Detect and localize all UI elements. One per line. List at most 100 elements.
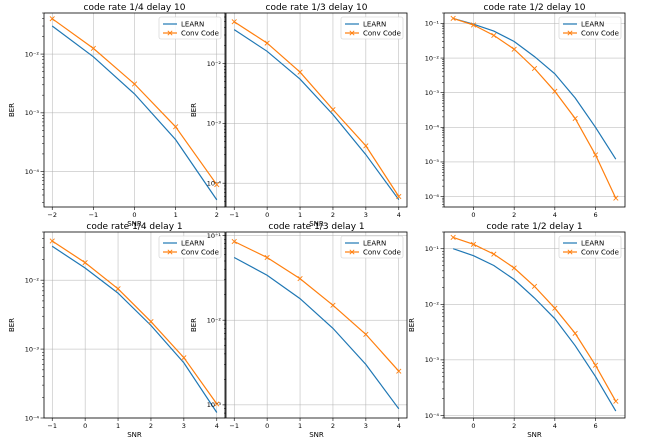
series-line-learn [51,245,218,413]
axes-frame [443,231,626,419]
x-axis-label: SNR [527,431,542,439]
data-point-conv [396,368,402,374]
axes-frame [225,231,408,419]
tick-label-y: 10⁻² [425,54,440,62]
data-point-conv [572,115,578,122]
tick-label-x: 1 [298,211,302,219]
tick-label-x: 4 [553,422,557,430]
series-line-conv [51,240,218,405]
legend-marker [167,30,173,36]
legend-label: Conv Code [581,29,619,37]
series-line-conv [233,21,400,197]
data-point-conv [297,275,303,282]
y-axis-label: BER [8,318,16,332]
data-point-conv [592,152,599,158]
tick-label-y: 10⁻¹ [207,232,222,240]
data-point-conv [491,32,497,39]
data-point-conv [363,331,369,337]
data-point-conv [531,283,538,290]
subplot-4: −1 0 1 2 3 4 10⁻⁴ 10⁻³ 10⁻² code rate 1/4 delay 1… [8,222,226,439]
tick-label-x: 0 [471,422,475,430]
tick-label-y: 10⁻² [425,301,440,309]
legend-label: Conv Code [363,248,401,256]
legend-label: Conv Code [363,29,401,37]
data-point-conv [396,193,402,200]
data-point-conv [552,305,558,311]
data-point-conv [148,319,154,325]
subplot-2: −1 0 1 2 3 4 10⁻⁴ 10⁻³ 10⁻² code rate 1/3 delay 1… [190,3,408,228]
data-point-conv [450,15,456,21]
subplot-1: −2 −1 0 1 2 10⁻⁴ 10⁻³ 10⁻² code rate 1/4 delay 1… [8,3,226,228]
tick-label-x: 1 [174,211,178,219]
tick-label-x: 6 [593,422,597,430]
tick-label-x: 0 [265,211,269,219]
legend-marker [567,30,573,36]
data-point-conv [264,254,270,261]
data-point-conv [115,286,121,292]
tick-label-x: 2 [331,422,335,430]
data-point-conv [264,40,270,46]
legend-label: Conv Code [581,248,619,256]
tick-label-y: 10⁻³ [425,89,440,97]
data-point-conv [214,182,220,188]
series-line-learn [233,29,400,201]
legend-label: LEARN [581,239,604,247]
tick-label-x: 4 [397,422,401,430]
data-point-conv [491,251,497,257]
series-line-conv [453,236,617,402]
tick-label-y: 10⁻² [207,316,222,324]
x-axis-label: SNR [309,431,324,439]
tick-label-y: 10⁻¹ [425,245,440,253]
data-point-conv [231,19,237,25]
axes-frame [443,12,626,208]
tick-label-x: 1 [116,422,120,430]
tick-label-y: 10⁻⁴ [25,168,40,176]
tick-label-x: 3 [364,211,368,219]
tick-label-y: 10⁻⁵ [425,158,440,166]
tick-label-y: 10⁻³ [207,120,222,128]
tick-label-y: 10⁻² [207,60,222,68]
legend-label: Conv Code [181,29,219,37]
tick-label-x: 0 [83,422,87,430]
tick-label-x: 6 [593,211,597,219]
tick-label-x: 2 [331,211,335,219]
y-axis-label: BER [8,103,16,117]
tick-label-y: 10⁻² [25,276,40,284]
tick-label-y: 10⁻³ [207,401,222,409]
data-point-conv [613,195,619,201]
tick-label-x: 2 [512,422,516,430]
data-point-conv [49,16,55,22]
data-point-conv [470,241,477,247]
chart-title: code rate 1/2 delay 10 [484,3,586,13]
data-point-conv [82,259,88,266]
axes-frame [225,12,408,208]
series-line-conv [453,17,617,199]
data-point-conv [231,238,237,245]
series-line-learn [233,256,400,410]
data-point-conv [511,46,517,52]
tick-label-y: 10⁻³ [425,356,440,364]
data-point-conv [511,265,517,271]
data-point-conv [552,88,558,94]
x-axis-label: SNR [309,220,324,228]
tick-label-y: 10⁻⁴ [425,124,440,132]
tick-label-x: 2 [149,422,153,430]
chart-title: code rate 1/4 delay 10 [84,3,186,13]
data-point-conv [363,143,369,149]
tick-label-x: 3 [182,422,186,430]
data-point-conv [173,124,179,130]
tick-label-x: −1 [229,211,239,219]
tick-label-x: −1 [47,422,57,430]
data-point-conv [592,362,599,368]
x-axis-label: SNR [127,220,142,228]
tick-label-y: 10⁻⁶ [425,193,440,201]
x-axis-label: SNR [127,431,142,439]
data-point-conv [531,65,538,72]
legend-label: LEARN [363,20,386,28]
tick-label-y: 10⁻⁴ [25,414,40,422]
subplot-6: 0 2 4 6 10⁻⁴ 10⁻³ 10⁻² 10⁻¹ code rate 1/2 delay … [408,222,626,439]
